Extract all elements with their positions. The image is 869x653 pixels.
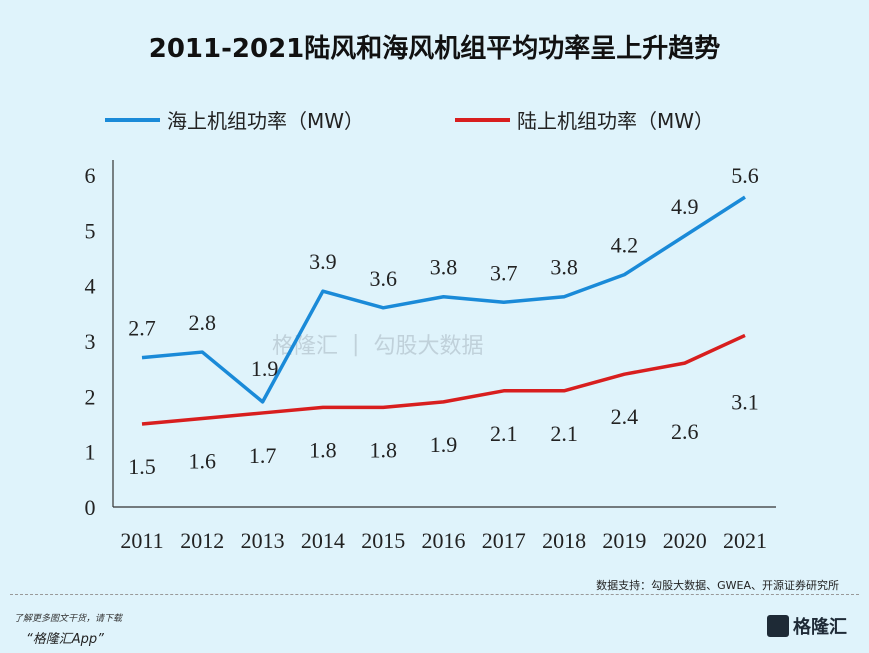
data-label: 1.8	[369, 437, 397, 462]
data-label: 2.7	[128, 316, 156, 341]
data-label: 1.6	[189, 448, 217, 473]
y-tick-label: 3	[85, 329, 96, 354]
y-tick-label: 5	[85, 218, 96, 243]
data-label: 2.1	[490, 421, 518, 446]
data-label: 3.9	[309, 249, 337, 274]
data-label: 3.8	[430, 255, 458, 280]
x-tick-label: 2021	[723, 528, 767, 553]
y-tick-label: 2	[85, 384, 96, 409]
x-tick-label: 2012	[180, 528, 224, 553]
logo: 格隆汇	[767, 613, 847, 639]
data-label: 3.1	[731, 389, 759, 414]
source-note: 数据支持：勾股大数据、GWEA、开源证券研究所	[596, 579, 839, 592]
data-label: 1.7	[249, 443, 277, 468]
y-tick-label: 6	[85, 163, 96, 188]
y-tick-label: 0	[85, 495, 96, 520]
x-tick-label: 2013	[241, 528, 285, 553]
footer-text: 了解更多图文干货，请下载	[14, 614, 123, 624]
data-label: 2.4	[611, 404, 639, 429]
x-tick-label: 2011	[120, 528, 163, 553]
data-label: 5.6	[731, 163, 759, 188]
data-label: 3.7	[490, 260, 518, 285]
x-tick-label: 2020	[663, 528, 707, 553]
data-label: 2.6	[671, 419, 699, 444]
data-label: 3.8	[550, 255, 578, 280]
divider	[10, 594, 859, 595]
y-tick-label: 1	[85, 440, 96, 465]
series-line	[141, 333, 746, 426]
series-line	[141, 195, 746, 404]
legend-label: 海上机组功率（MW）	[167, 109, 364, 133]
x-tick-label: 2017	[482, 528, 526, 553]
y-tick-label: 4	[85, 274, 96, 299]
legend-label: 陆上机组功率（MW）	[517, 109, 714, 133]
data-label: 1.8	[309, 437, 337, 462]
chart-title: 2011-2021陆风和海风机组平均功率呈上升趋势	[148, 34, 721, 64]
line-chart: 0 1 2 3 4 5 6 2011 2012 2013 2014 2015 2016 2017 2018 2…	[85, 109, 776, 553]
footer-app: “格隆汇App”	[26, 632, 104, 647]
data-label: 2.1	[550, 421, 578, 446]
x-tick-label: 2014	[301, 528, 345, 553]
logo-icon	[767, 615, 789, 637]
data-label: 2.8	[189, 310, 217, 335]
data-label: 4.9	[671, 194, 699, 219]
data-label: 1.9	[251, 356, 279, 381]
watermark: 格隆汇 | 勾股大数据	[272, 331, 484, 360]
data-label: 3.6	[369, 266, 397, 291]
data-label: 4.2	[611, 233, 639, 258]
data-label: 1.9	[430, 432, 458, 457]
x-tick-label: 2015	[361, 528, 405, 553]
x-tick-label: 2016	[422, 528, 466, 553]
x-tick-label: 2018	[542, 528, 586, 553]
data-label: 1.5	[128, 454, 156, 479]
x-tick-label: 2019	[602, 528, 646, 553]
